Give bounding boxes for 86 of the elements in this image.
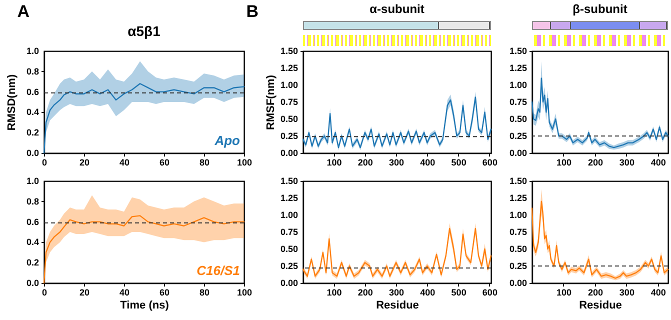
- y-tick-label: 0.25: [280, 261, 298, 271]
- y-tick-label: 0.75: [509, 97, 527, 107]
- y-tick-label: 0.50: [509, 244, 527, 254]
- x-tick-label: 100: [236, 288, 252, 298]
- text: B: [246, 2, 259, 22]
- x-tick-label: 60: [159, 288, 170, 298]
- x-tick-label: 100: [556, 288, 572, 298]
- y-tick-label: 0.4: [26, 237, 39, 248]
- y-tick-label: 0.0: [26, 278, 39, 288]
- x-tick-label: 100: [326, 158, 342, 168]
- x-tick-label: 0: [42, 288, 48, 298]
- x-tick-label: 300: [619, 288, 634, 298]
- y-tick-label: 0.0: [26, 148, 39, 158]
- x-tick-label: 80: [199, 158, 210, 168]
- x-tick-label: 100: [236, 158, 252, 168]
- y-tick-label: 0.00: [509, 148, 527, 158]
- x-tick-label: 20: [79, 158, 90, 168]
- y-tick-label: 1.50: [509, 46, 527, 56]
- chart-title: α5β1: [128, 23, 161, 39]
- y-tick-label: 1.00: [509, 80, 527, 90]
- y-tick-label: 0.00: [509, 278, 527, 288]
- x-tick-label: 40: [119, 288, 130, 298]
- x-tick-label: 200: [588, 158, 603, 168]
- x-tick-label: 0: [42, 158, 48, 168]
- y-tick-label: 1.0: [26, 46, 39, 56]
- y-axis-title: RMSF(nm): [265, 74, 277, 130]
- y-tick-label: 1.25: [280, 193, 298, 203]
- y-tick-label: 1.0: [26, 176, 39, 186]
- x-tick-label: 100: [326, 288, 342, 298]
- y-tick-label: 0.75: [280, 97, 298, 107]
- x-axis-title: Time (ns): [120, 300, 170, 312]
- y-tick-label: 0.75: [280, 227, 298, 237]
- y-tick-label: 1.25: [280, 63, 298, 73]
- y-tick-label: 0.50: [280, 114, 298, 124]
- x-tick-label: 300: [619, 158, 634, 168]
- y-tick-label: 0.75: [509, 227, 527, 237]
- x-tick-label: 200: [588, 288, 603, 298]
- y-tick-label: 0.8: [26, 66, 39, 76]
- x-tick-label: 600: [482, 158, 498, 168]
- x-tick-label: 60: [159, 158, 170, 168]
- x-tick-label: 200: [358, 288, 373, 298]
- x-tick-label: 80: [199, 288, 210, 298]
- x-tick-label: 40: [119, 158, 130, 168]
- y-tick-label: 0.8: [26, 196, 39, 206]
- x-tick-label: 100: [556, 158, 572, 168]
- y-tick-label: 1.50: [280, 46, 298, 56]
- y-tick-label: 1.25: [509, 193, 527, 203]
- x-axis-title: Residue: [579, 300, 622, 312]
- x-tick-label: 400: [650, 288, 666, 298]
- y-tick-label: 0.2: [26, 128, 39, 138]
- y-tick-label: 0.25: [280, 131, 298, 141]
- line-series: [531, 200, 669, 279]
- y-tick-label: 0.50: [509, 114, 527, 124]
- x-axis-title: Residue: [376, 300, 419, 312]
- y-tick-label: 0.6: [26, 86, 39, 97]
- y-tick-label: 0.25: [509, 131, 527, 141]
- y-tick-label: 1.00: [509, 210, 527, 220]
- text: A: [17, 2, 30, 22]
- chart-title: β-subunit: [572, 2, 628, 16]
- text: Apo: [214, 133, 240, 148]
- x-tick-label: 600: [482, 288, 498, 298]
- x-tick-label: 300: [389, 158, 404, 168]
- x-tick-label: 400: [420, 288, 436, 298]
- y-tick-label: 1.50: [280, 176, 298, 186]
- y-axis-title: RMSD(nm): [6, 74, 18, 131]
- text: C16/S1: [196, 263, 240, 278]
- x-tick-label: 500: [451, 288, 466, 298]
- y-tick-label: 0.25: [509, 261, 527, 271]
- x-tick-label: 500: [451, 158, 466, 168]
- y-tick-label: 0.00: [280, 278, 298, 288]
- chart-title: α-subunit: [370, 2, 424, 16]
- x-tick-label: 200: [358, 158, 373, 168]
- y-tick-label: 0.6: [26, 216, 39, 227]
- y-tick-label: 1.50: [509, 176, 527, 186]
- y-tick-label: 0.4: [26, 107, 39, 118]
- x-tick-label: 400: [650, 158, 666, 168]
- x-tick-label: 20: [79, 288, 90, 298]
- y-tick-label: 1.00: [280, 80, 298, 90]
- line-series: [531, 78, 669, 148]
- y-tick-label: 0.50: [280, 244, 298, 254]
- y-tick-label: 1.25: [509, 63, 527, 73]
- x-tick-label: 300: [389, 288, 404, 298]
- y-tick-label: 0.00: [280, 148, 298, 158]
- y-tick-label: 1.00: [280, 210, 298, 220]
- x-tick-label: 400: [420, 158, 436, 168]
- y-tick-label: 0.2: [26, 258, 39, 268]
